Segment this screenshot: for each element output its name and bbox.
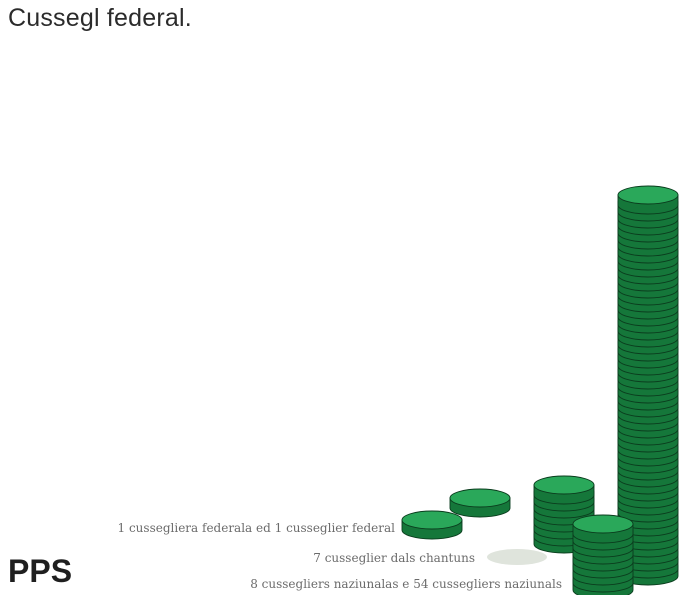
stack-national-councillors-men-coin: [617, 185, 679, 215]
party-label: PPS: [8, 553, 73, 589]
chart-title: Cussegl federal.: [8, 4, 192, 32]
empty-states-council-marker: [487, 549, 547, 565]
row-label-national-council: 8 cussegliers naziunalas e 54 cusseglier…: [250, 577, 562, 591]
stack-national-councillors-women: [572, 514, 634, 595]
row-label-states-council: 7 cusseglier dals chantuns: [313, 551, 475, 565]
stack-national-councillors-women-coin: [572, 514, 634, 544]
stack-federal-councillor-woman-coin: [401, 510, 463, 540]
stack-federal-councillor-man: [449, 488, 511, 518]
row-label-federal-council: 1 cussegliera federala ed 1 cusseglier f…: [117, 521, 395, 535]
stack-federal-councillor-woman: [401, 510, 463, 540]
stack-federal-councillor-man-coin: [449, 488, 511, 518]
stack-national-councillors-background-coin: [533, 475, 595, 505]
